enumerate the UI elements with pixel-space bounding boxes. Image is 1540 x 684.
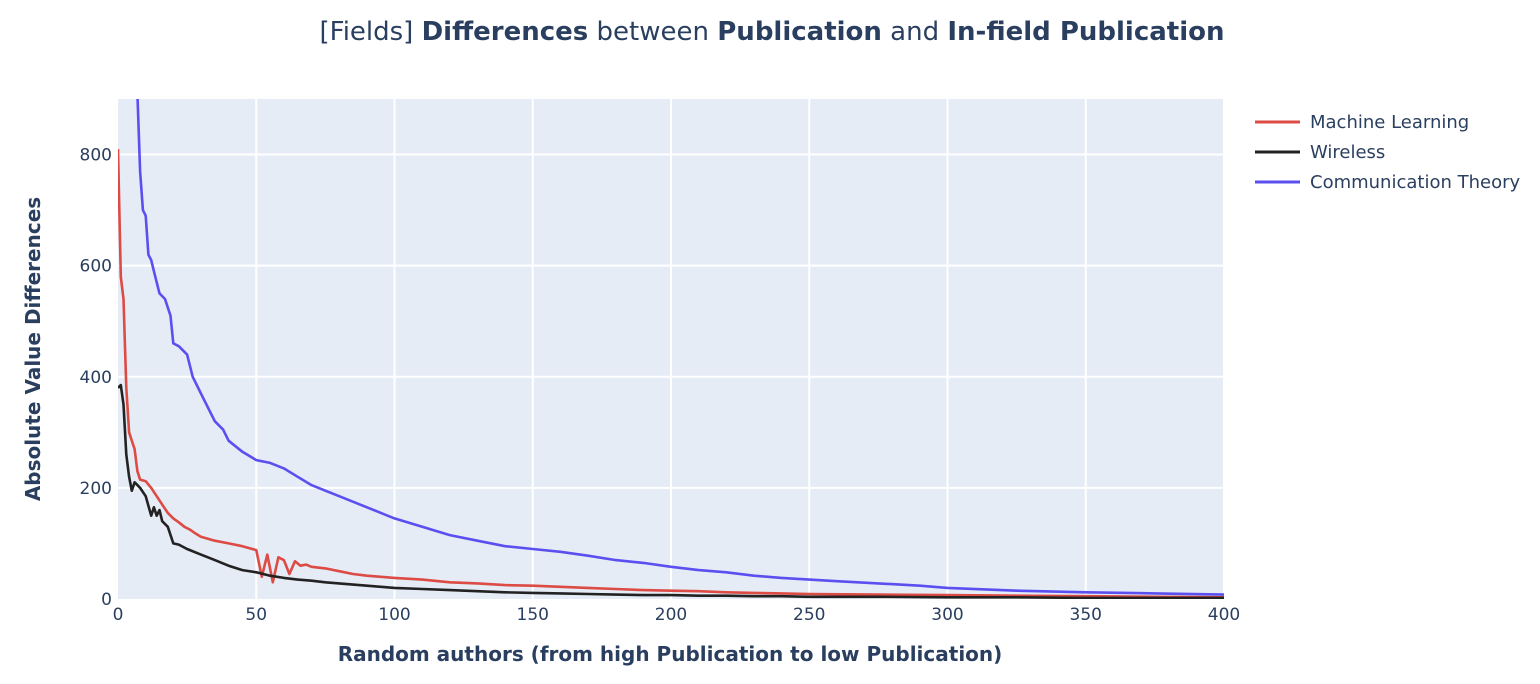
legend-label: Wireless — [1310, 142, 1385, 163]
series-line-1 — [118, 383, 1224, 599]
y-tick-label: 800 — [80, 146, 112, 166]
legend[interactable]: Machine Learning Wireless Communication Th… — [1255, 112, 1520, 193]
x-tick-label: 150 — [517, 605, 549, 625]
x-tick-label: 100 — [378, 605, 410, 625]
legend-label: Communication Theory — [1310, 172, 1520, 193]
grid — [118, 99, 1225, 599]
x-axis-title: Random authors (from high Publication to… — [338, 642, 1003, 666]
x-tick-label: 300 — [931, 605, 963, 625]
y-tick-label: 400 — [80, 368, 112, 388]
x-tick-label: 250 — [793, 605, 825, 625]
x-tick-label: 200 — [655, 605, 687, 625]
x-tick-label: 50 — [245, 605, 267, 625]
legend-label: Machine Learning — [1310, 112, 1469, 133]
x-tick-label: 400 — [1208, 605, 1240, 625]
axes: 0 50 100 150 200 250 300 350 400 0 200 400 600 800 — [80, 146, 1241, 625]
x-tick-label: 350 — [1070, 605, 1102, 625]
y-axis-title: Absolute Value Differences — [21, 197, 45, 501]
x-tick-label: 0 — [113, 605, 124, 625]
legend-item[interactable]: Communication Theory — [1255, 172, 1520, 193]
y-tick-label: 200 — [80, 479, 112, 499]
y-tick-label: 600 — [80, 257, 112, 277]
series-group — [118, 99, 1224, 599]
chart-title: [Fields] Differences between Publication… — [319, 17, 1224, 47]
legend-item[interactable]: Wireless — [1255, 142, 1385, 163]
y-tick-label: 0 — [101, 590, 112, 610]
series-line-0 — [118, 148, 1224, 599]
series-line-2 — [136, 99, 1224, 596]
legend-item[interactable]: Machine Learning — [1255, 112, 1469, 133]
